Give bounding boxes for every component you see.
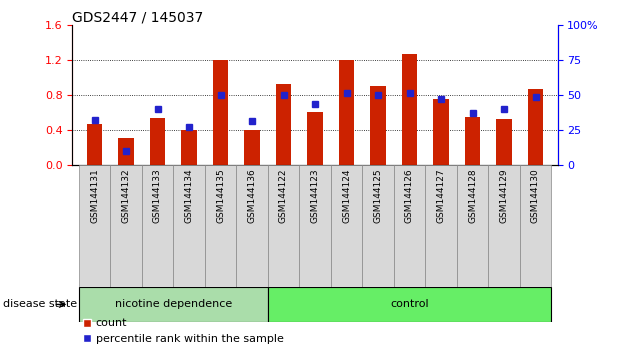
- Bar: [236, 165, 268, 287]
- Text: GSM144126: GSM144126: [405, 168, 414, 223]
- Text: GSM144131: GSM144131: [90, 168, 99, 223]
- Text: GSM144135: GSM144135: [216, 168, 225, 223]
- Bar: [402, 53, 417, 165]
- Bar: [457, 165, 488, 287]
- Bar: [142, 165, 173, 287]
- Legend: count, percentile rank within the sample: count, percentile rank within the sample: [78, 314, 288, 348]
- Bar: [362, 165, 394, 287]
- Text: GSM144132: GSM144132: [122, 168, 130, 223]
- Bar: [181, 130, 197, 165]
- Text: GSM144130: GSM144130: [531, 168, 540, 223]
- Bar: [433, 99, 449, 165]
- Bar: [244, 130, 260, 165]
- Bar: [173, 165, 205, 287]
- Bar: [87, 124, 102, 165]
- Bar: [268, 287, 551, 322]
- Bar: [205, 165, 236, 287]
- Bar: [488, 165, 520, 287]
- Text: GSM144125: GSM144125: [374, 168, 382, 223]
- Text: GSM144123: GSM144123: [311, 168, 319, 223]
- Bar: [268, 165, 299, 287]
- Bar: [465, 116, 480, 165]
- Text: GSM144122: GSM144122: [279, 168, 288, 223]
- Bar: [213, 60, 228, 165]
- Bar: [276, 84, 291, 165]
- Text: control: control: [390, 299, 429, 309]
- Bar: [394, 165, 425, 287]
- Text: GSM144129: GSM144129: [500, 168, 508, 223]
- Text: GSM144133: GSM144133: [153, 168, 162, 223]
- Text: GSM144136: GSM144136: [248, 168, 256, 223]
- Text: disease state: disease state: [3, 299, 77, 309]
- Bar: [79, 287, 268, 322]
- Bar: [331, 165, 362, 287]
- Text: GSM144124: GSM144124: [342, 168, 351, 223]
- Bar: [118, 138, 134, 165]
- Text: GDS2447 / 145037: GDS2447 / 145037: [72, 11, 203, 25]
- Bar: [496, 119, 512, 165]
- Bar: [370, 86, 386, 165]
- Bar: [528, 88, 543, 165]
- Bar: [425, 165, 457, 287]
- Text: GSM144127: GSM144127: [437, 168, 445, 223]
- Bar: [150, 118, 165, 165]
- Bar: [79, 165, 110, 287]
- Bar: [299, 165, 331, 287]
- Text: nicotine dependence: nicotine dependence: [115, 299, 232, 309]
- Bar: [307, 112, 323, 165]
- Bar: [339, 60, 354, 165]
- Bar: [520, 165, 551, 287]
- Bar: [110, 165, 142, 287]
- Text: GSM144134: GSM144134: [185, 168, 193, 223]
- Text: GSM144128: GSM144128: [468, 168, 477, 223]
